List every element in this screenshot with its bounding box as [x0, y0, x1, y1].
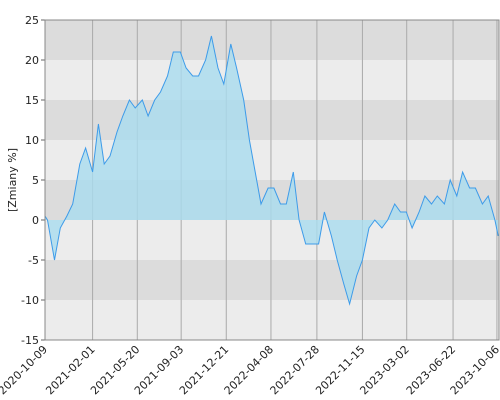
- y-tick-label: 0: [32, 214, 39, 227]
- y-tick-label: -5: [28, 254, 39, 267]
- y-tick-label: 25: [25, 14, 39, 27]
- y-tick-label: 15: [25, 94, 39, 107]
- y-tick-label: 20: [25, 54, 39, 67]
- grid-band: [45, 20, 499, 60]
- y-tick-label: 5: [32, 174, 39, 187]
- y-tick-label: 10: [25, 134, 39, 147]
- y-tick-label: -10: [21, 294, 39, 307]
- grid-band: [45, 220, 499, 260]
- area: [45, 36, 499, 304]
- grid-band: [45, 300, 499, 340]
- plot-frame: [44, 19, 500, 341]
- y-axis-label: [Zmiany %]: [6, 148, 19, 212]
- y-tick-label: -15: [21, 334, 39, 347]
- line: [44, 35, 499, 306]
- grid-band: [45, 60, 499, 100]
- x-tick-label: 2020-10-09: [0, 343, 50, 397]
- grid-band: [45, 100, 499, 140]
- grid-band: [45, 260, 499, 300]
